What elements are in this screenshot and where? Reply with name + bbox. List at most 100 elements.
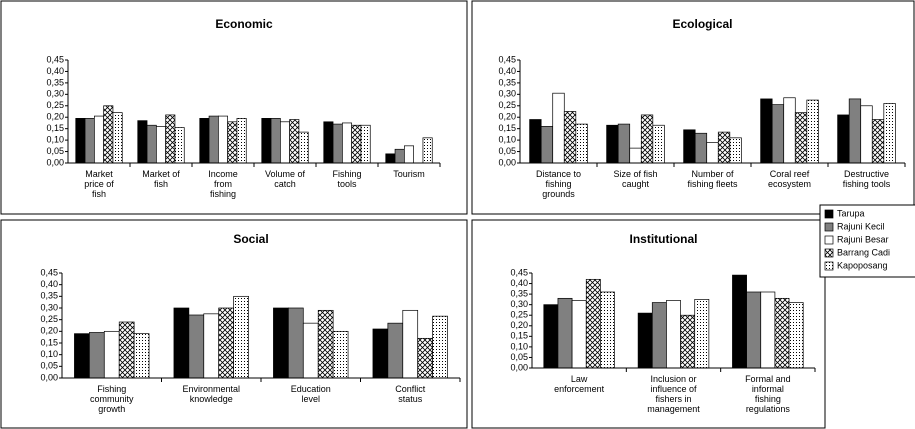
bar [666, 300, 681, 369]
bar [694, 299, 710, 369]
y-tick-label: 0,00 [40, 372, 58, 382]
bar [860, 105, 873, 164]
y-tick-label: 0,00 [510, 362, 528, 372]
y-tick-label: 0,10 [510, 341, 528, 351]
bar [422, 137, 433, 164]
y-tick-label: 0,40 [498, 66, 516, 76]
x-tick-label: Fishing community growth [90, 384, 134, 414]
legend-swatch [824, 209, 834, 219]
x-tick-label: Tourism [393, 169, 425, 179]
bar [629, 147, 642, 164]
bar [771, 104, 785, 164]
bar [432, 315, 448, 379]
bar [332, 330, 349, 379]
x-tick-label: Size of fish caught [613, 169, 657, 189]
chart-title: Ecological [672, 17, 732, 31]
bar [233, 295, 249, 379]
bar [557, 297, 573, 369]
chart-title: Institutional [630, 232, 698, 246]
bar [188, 314, 205, 379]
bar [694, 132, 708, 164]
legend-box [819, 204, 915, 278]
bar [174, 127, 185, 164]
y-tick-label: 0,25 [40, 314, 58, 324]
bar [103, 330, 120, 379]
bar [137, 120, 148, 164]
legend: Tarupa Rajuni Kecil Rajuni Besar Barrang Ca… [824, 208, 890, 271]
bar [387, 322, 404, 379]
x-tick-label: Fishing tools [332, 169, 361, 189]
y-tick-label: 0,00 [498, 157, 516, 167]
panel-border [471, 219, 826, 429]
y-tick-label: 0,05 [498, 146, 516, 156]
bar [746, 291, 762, 369]
bar [208, 115, 219, 164]
y-tick-label: 0,15 [498, 123, 516, 133]
bar [133, 333, 150, 379]
y-tick-label: 0,10 [46, 134, 64, 144]
bar [218, 115, 229, 164]
legend-label: Rajuni Besar [837, 234, 889, 244]
y-tick-label: 0,35 [40, 291, 58, 301]
y-tick-label: 0,25 [498, 100, 516, 110]
bar [404, 145, 415, 164]
bar [84, 118, 95, 164]
bar [774, 297, 790, 369]
legend-swatch [824, 222, 834, 232]
bar [606, 124, 619, 164]
bar [289, 119, 300, 164]
y-tick-label: 0,15 [40, 337, 58, 347]
y-tick-label: 0,05 [510, 352, 528, 362]
y-tick-label: 0,25 [510, 310, 528, 320]
x-tick-label: Market price of fish [84, 169, 114, 199]
bar [729, 137, 742, 164]
y-tick-label: 0,30 [510, 299, 528, 309]
bar [788, 302, 804, 369]
bar [402, 309, 419, 379]
x-tick-label: Coral reef ecosystem [768, 169, 811, 189]
bar [837, 114, 850, 164]
x-tick-label: Destructive fishing tools [843, 169, 891, 189]
panel-border [0, 0, 468, 215]
y-tick-label: 0,45 [40, 267, 58, 277]
bar [571, 300, 587, 369]
y-tick-label: 0,35 [498, 77, 516, 87]
y-tick-label: 0,40 [46, 66, 64, 76]
bar [156, 126, 167, 164]
y-tick-label: 0,10 [498, 134, 516, 144]
bar [552, 92, 565, 164]
x-tick-label: Law enforcement [554, 374, 605, 394]
bar [360, 124, 371, 164]
bar [103, 105, 114, 164]
legend-swatch [824, 248, 834, 258]
y-tick-label: 0,35 [46, 77, 64, 87]
bar [385, 153, 396, 164]
x-tick-label: Formal and informal fishing regulations [745, 374, 791, 414]
bar [342, 122, 353, 164]
bar [651, 302, 667, 369]
x-tick-label: Education level [291, 384, 331, 404]
legend-swatch [824, 261, 834, 271]
bar [543, 304, 559, 369]
y-tick-label: 0,20 [498, 112, 516, 122]
bar [270, 118, 281, 164]
bar [717, 131, 731, 164]
bar [89, 332, 105, 379]
legend-label: Tarupa [837, 208, 865, 218]
bar [683, 129, 696, 164]
y-tick-label: 0,35 [510, 288, 528, 298]
bar [372, 328, 389, 379]
chart-title: Social [233, 232, 268, 246]
y-tick-label: 0,10 [40, 349, 58, 359]
y-tick-label: 0,00 [46, 157, 64, 167]
y-tick-label: 0,40 [40, 279, 58, 289]
chart-title: Economic [215, 17, 273, 31]
y-tick-label: 0,20 [40, 326, 58, 336]
bar [760, 291, 776, 369]
bar [298, 131, 309, 164]
bar [203, 313, 220, 379]
bar [706, 142, 719, 164]
bar [640, 114, 654, 164]
bar [732, 274, 747, 369]
